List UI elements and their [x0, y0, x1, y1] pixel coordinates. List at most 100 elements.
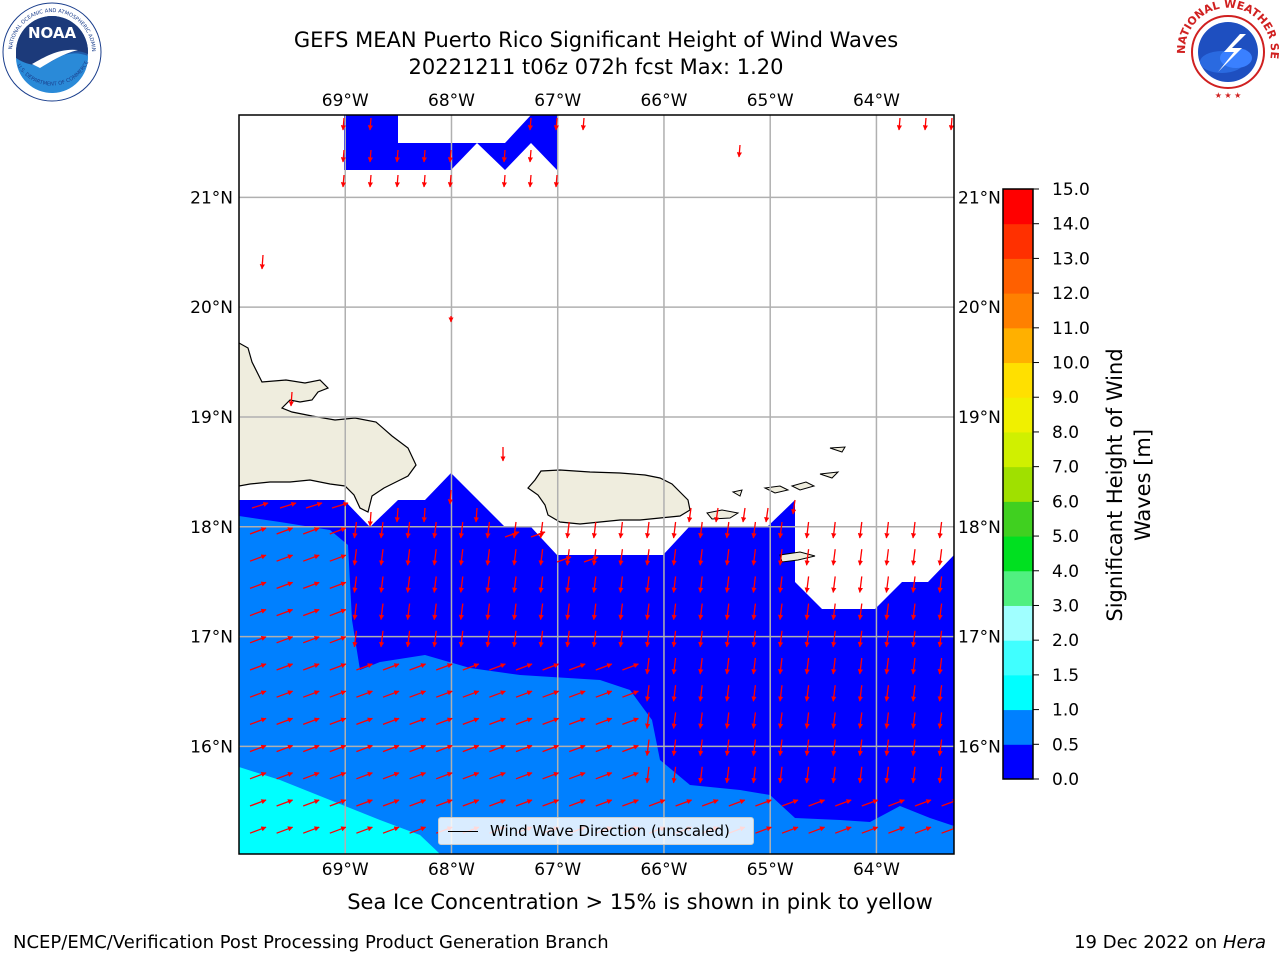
wave-direction-arrow	[675, 799, 693, 807]
footer-host: Hera	[1222, 932, 1266, 953]
wave-direction-arrow	[329, 690, 347, 698]
colorbar-segment	[1003, 431, 1033, 468]
lon-label-top: 68°W	[428, 91, 475, 111]
wave-direction-arrow	[394, 149, 400, 163]
wave-direction-arrow	[527, 149, 533, 163]
wave-direction-arrow	[249, 581, 267, 590]
wave-direction-arrow	[276, 717, 294, 726]
wave-direction-arrow	[504, 531, 520, 538]
wave-direction-arrow	[447, 149, 453, 163]
wave-direction-arrow	[645, 549, 651, 566]
wave-direction-arrow	[595, 744, 613, 753]
wave-direction-arrow	[724, 549, 730, 566]
wave-direction-arrow	[808, 799, 826, 807]
wave-direction-arrow	[778, 657, 784, 675]
colorbar-label-line2: Waves [m]	[1131, 429, 1155, 541]
axis-tick-labels: 69°W 69°W 68°W 68°W 67°W 67°W 66°W 66°W 65°W 65°W…	[190, 91, 1001, 880]
lat-label-left: 18°N	[190, 518, 233, 538]
wave-direction-arrow	[618, 549, 624, 566]
wave-direction-arrow	[728, 799, 746, 807]
wave-direction-arrow	[462, 717, 480, 726]
wave-direction-arrow	[736, 144, 742, 158]
wave-direction-arrow	[489, 690, 506, 698]
wave-direction-arrow	[911, 685, 917, 702]
wave-band-1.0-1.5	[239, 767, 440, 854]
wave-direction-arrow	[379, 521, 385, 539]
wave-direction-arrow	[432, 549, 438, 566]
wave-direction-arrow	[831, 766, 837, 784]
wave-direction-arrow	[831, 630, 837, 648]
wave-direction-arrow	[458, 549, 464, 566]
wave-direction-arrow	[925, 853, 932, 854]
wave-direction-arrow	[542, 663, 560, 671]
wave-direction-arrow	[804, 549, 810, 566]
wave-direction-arrow	[884, 739, 890, 757]
wave-direction-arrow	[302, 581, 320, 590]
wave-direction-arrow	[259, 254, 265, 270]
colorbar-segment	[1003, 674, 1033, 711]
wave-direction-arrow	[911, 549, 917, 566]
wave-direction-arrow	[698, 685, 704, 702]
wave-direction-arrow	[356, 690, 373, 698]
wave-direction-arrow	[911, 712, 917, 729]
wave-direction-arrow	[724, 766, 730, 784]
wave-direction-arrow	[538, 576, 544, 593]
wave-direction-arrow	[435, 690, 453, 698]
noaa-logo: NOAA NATIONAL OCEANIC AND ATMOSPHERIC AD…	[2, 2, 102, 102]
wave-direction-arrow	[432, 603, 438, 621]
wave-direction-arrow	[432, 630, 438, 648]
wave-direction-arrow	[565, 576, 571, 593]
wave-direction-arrow	[542, 772, 560, 780]
wave-direction-arrow	[914, 799, 932, 807]
wave-direction-arrow	[249, 608, 267, 617]
wave-direction-arrow	[941, 799, 954, 807]
colorbar-segment	[1003, 744, 1033, 780]
wave-direction-arrow	[515, 772, 533, 780]
colorbar-segment	[1003, 570, 1033, 606]
wave-direction-arrow	[489, 744, 506, 753]
wave-direction-arrow	[394, 507, 400, 523]
wave-direction-arrow	[556, 556, 572, 563]
wave-direction-arrow	[911, 657, 917, 675]
wave-direction-arrow	[260, 853, 267, 854]
wave-direction-arrow	[739, 853, 746, 854]
wave-direction-arrow	[367, 511, 373, 527]
wave-direction-arrow	[645, 603, 651, 621]
wave-direction-arrow	[764, 507, 770, 523]
wave-direction-arrow	[302, 527, 320, 535]
wave-direction-arrow	[405, 630, 411, 648]
lat-label-right: 18°N	[958, 518, 1001, 538]
wave-direction-arrow	[622, 717, 639, 726]
wave-direction-arrow	[648, 799, 666, 807]
wave-direction-arrow	[379, 576, 385, 593]
wave-direction-arrow	[755, 826, 772, 834]
wave-direction-arrow	[671, 549, 677, 566]
colorbar-tick-label: 5.0	[1052, 527, 1079, 547]
wave-direction-arrow	[288, 391, 294, 407]
wave-direction-arrow	[618, 576, 624, 593]
wave-direction-arrow	[618, 630, 624, 648]
wave-direction-arrow	[751, 766, 757, 784]
wave-direction-arrow	[435, 744, 453, 753]
wave-direction-arrow	[329, 799, 347, 807]
wave-direction-arrow	[447, 174, 453, 188]
wave-direction-arrow	[591, 576, 597, 593]
wave-direction-arrow	[352, 521, 358, 539]
colorbar-segment	[1003, 189, 1033, 225]
colorbar-segment	[1003, 466, 1033, 502]
wave-direction-arrow	[834, 826, 852, 834]
wave-direction-arrow	[804, 603, 810, 621]
wave-direction-arrow	[778, 766, 784, 784]
wave-direction-arrow	[751, 685, 757, 702]
wave-direction-arrow	[781, 826, 799, 834]
wave-direction-arrow	[512, 549, 518, 566]
wave-direction-arrow	[914, 826, 932, 834]
map-area	[239, 115, 954, 854]
wave-direction-arrow	[911, 739, 917, 757]
colorbar-tick-label: 12.0	[1052, 284, 1090, 304]
wave-direction-arrow	[884, 685, 890, 702]
wave-direction-arrow	[302, 663, 320, 671]
wave-direction-arrow	[302, 608, 320, 617]
wave-direction-arrow	[831, 521, 837, 539]
wave-direction-arrow	[382, 799, 400, 807]
